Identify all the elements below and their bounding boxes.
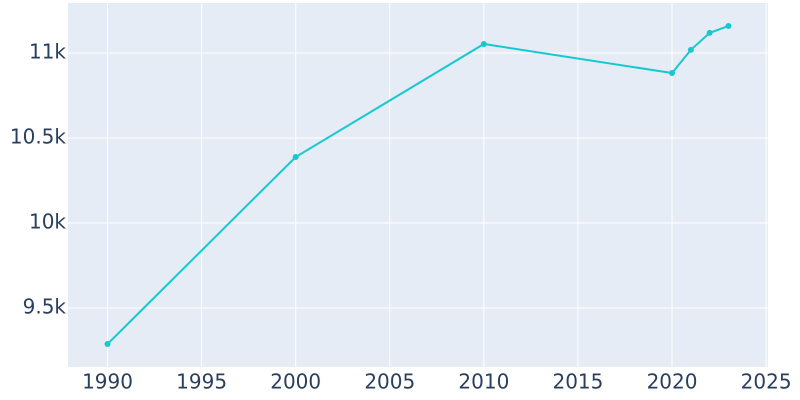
point: [480, 40, 487, 47]
x-tick-label: 1990: [82, 370, 133, 394]
x-tick-label: 1995: [176, 370, 227, 394]
point: [725, 22, 732, 29]
point: [104, 341, 111, 348]
point: [669, 70, 676, 77]
point: [292, 154, 299, 161]
x-tick-label: 2010: [458, 370, 509, 394]
x-tick-label: 2020: [647, 370, 698, 394]
y-tick-label: 9.5k: [23, 295, 67, 319]
point: [687, 46, 694, 53]
point: [706, 29, 713, 36]
y-tick-label: 10.5k: [10, 124, 67, 148]
x-tick-label: 2015: [552, 370, 603, 394]
x-tick-label: 2025: [741, 370, 792, 394]
x-tick-label: 2000: [270, 370, 321, 394]
y-tick-label: 10k: [29, 209, 66, 233]
y-tick-label: 11k: [29, 39, 66, 63]
plot-area: [68, 3, 768, 367]
x-tick-label: 2005: [364, 370, 415, 394]
